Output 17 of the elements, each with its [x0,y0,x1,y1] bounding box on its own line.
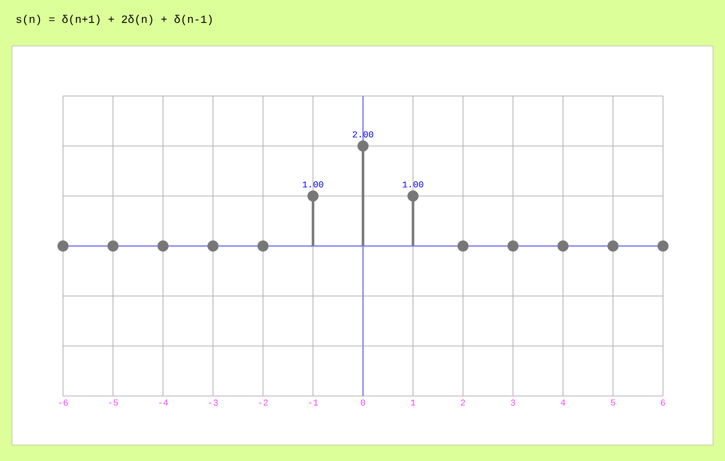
x-tick-label: 2 [460,400,466,406]
data-label: 1.00 [402,181,424,188]
data-label: 1.00 [302,181,324,188]
x-tick-label: -1 [309,400,318,406]
x-tick-label: -3 [209,400,218,406]
data-label: 2.00 [352,131,374,138]
x-tick-label: 0 [360,400,366,406]
x-tick-label: -4 [159,400,168,406]
x-tick-label: -5 [109,400,118,406]
x-tick-label: 6 [660,400,666,406]
x-tick-label: 1 [410,400,416,406]
x-tick-label: 3 [510,400,516,406]
x-tick-label: -2 [259,400,268,406]
x-tick-label: 5 [610,400,616,406]
x-tick-label: 4 [560,400,566,406]
x-tick-label: -6 [59,400,68,406]
chart-title: s(n) = δ(n+1) + 2δ(n) + δ(n-1) [16,14,212,26]
